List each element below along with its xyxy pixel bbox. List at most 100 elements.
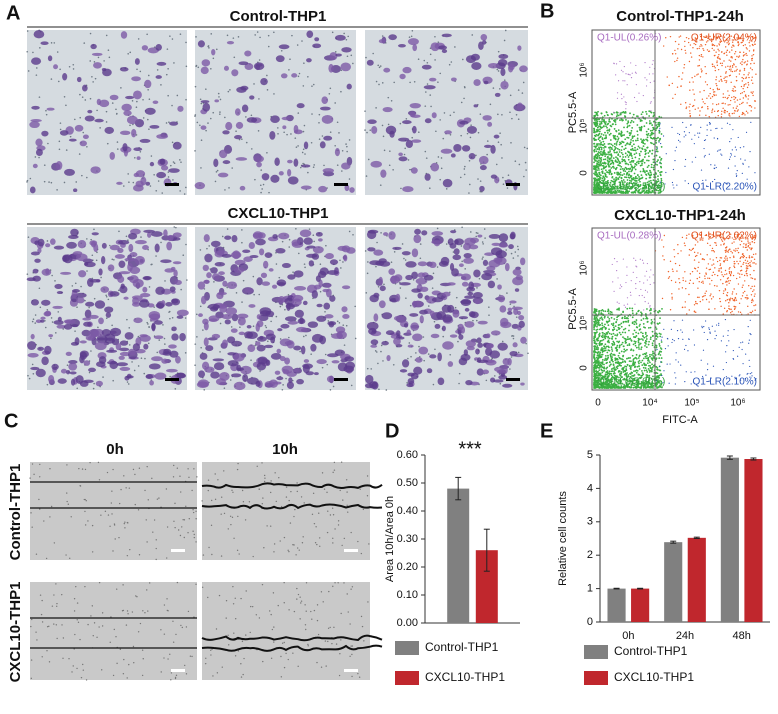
cell [142,245,149,250]
cell [314,37,319,41]
cell [247,325,252,329]
event-dot [723,102,724,103]
event-dot [746,102,747,103]
event-dot [674,61,675,62]
event-dot [593,165,595,167]
pore [394,251,396,253]
cell [301,164,310,167]
cell [502,384,512,388]
event-dot [617,112,619,114]
event-dot [627,176,629,178]
pore [82,96,84,98]
event-dot [621,132,623,134]
event-dot [596,148,598,150]
cell [412,301,423,307]
event-dot [626,154,628,156]
pore [304,263,306,265]
pore [70,136,72,138]
event-dot [642,168,644,170]
pore [367,273,369,275]
cell [378,277,383,286]
event-dot [735,97,736,98]
event-dot [699,91,700,92]
cell [464,253,472,258]
cell [232,314,239,322]
event-dot [672,182,673,183]
cell [168,168,180,173]
event-dot [632,73,633,74]
pore [205,88,207,90]
pore [157,69,159,71]
cell [254,62,264,70]
cell [430,311,435,317]
pore [80,286,82,288]
event-dot [734,110,735,111]
event-dot [601,340,603,342]
pore [208,47,210,49]
event-dot [636,347,638,349]
pore [75,181,77,183]
event-dot [712,48,713,49]
pore [500,144,502,146]
cell [272,285,277,289]
event-dot [754,172,755,173]
event-dot [677,57,678,58]
pore [213,57,215,59]
cell [120,340,128,345]
pore [497,114,499,116]
cell [406,383,413,387]
event-dot [685,180,686,181]
cell [497,284,502,289]
event-dot [722,108,723,109]
event-dot [639,328,641,330]
pore [410,356,412,358]
pore [123,185,125,187]
event-dot [685,52,686,53]
event-dot [744,68,745,69]
cell [437,352,442,361]
event-dot [745,61,746,62]
event-dot [642,160,644,162]
y-tick-label: 10⁶ [579,62,590,77]
cell [421,230,427,235]
pore [461,245,463,247]
event-dot [652,133,654,135]
pore [383,136,385,138]
cell [294,158,299,166]
event-dot [605,355,607,357]
event-dot [705,115,706,116]
cell [80,141,87,147]
cell [231,328,238,333]
cell [149,380,154,385]
event-dot [619,352,621,354]
cell [233,353,244,361]
cell [367,247,375,251]
cell [488,63,499,69]
pore [282,384,284,386]
event-dot [701,169,702,170]
event-dot [594,191,596,193]
pore [418,346,420,348]
event-dot [694,143,695,144]
pore [76,387,78,389]
event-dot [731,154,732,155]
event-dot [632,161,634,163]
event-dot [645,149,647,151]
event-dot [593,167,595,169]
pore [268,192,270,194]
pore [196,336,198,338]
pore [488,314,490,316]
cell [169,122,178,126]
pore [438,156,440,158]
pore [381,345,383,347]
event-dot [605,169,607,171]
cell [38,239,45,247]
event-dot [611,143,613,145]
event-dot [601,354,603,356]
event-dot [715,70,716,71]
cell [88,336,95,340]
event-dot [747,87,748,88]
event-dot [720,76,721,77]
pore [437,228,439,230]
pore [464,268,466,270]
